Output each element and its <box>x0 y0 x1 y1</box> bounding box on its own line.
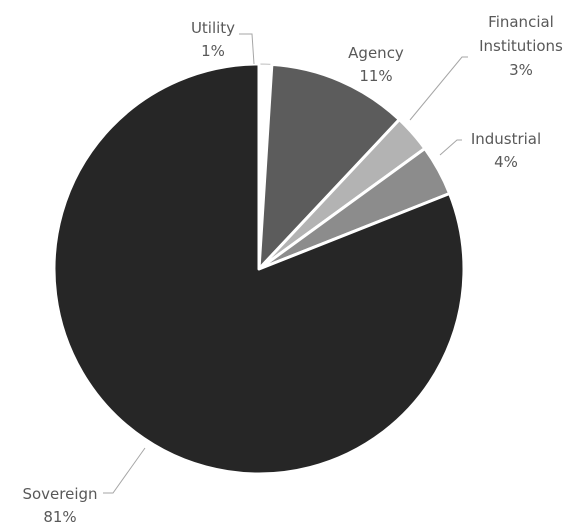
leader-industrial <box>439 139 462 156</box>
pct-financial: 3% <box>509 61 533 79</box>
label-industrial: Industrial <box>471 130 541 148</box>
pct-agency: 11% <box>359 67 392 85</box>
pie-slice-sovereign <box>52 62 466 476</box>
label-sovereign: Sovereign <box>22 485 97 503</box>
label-agency: Agency <box>348 44 404 62</box>
pct-industrial: 4% <box>494 153 518 171</box>
leader-financial <box>409 56 468 121</box>
slice-labels: Utility 1% Agency 11% Financial Institut… <box>22 13 563 526</box>
pct-utility: 1% <box>201 42 225 60</box>
leader-utility <box>239 33 255 65</box>
pie-slice-agency <box>257 62 401 271</box>
label-financial-line2: Institutions <box>479 37 563 55</box>
pct-sovereign: 81% <box>43 508 76 526</box>
label-utility: Utility <box>191 19 235 37</box>
label-financial-line1: Financial <box>488 13 554 31</box>
pie-slices <box>52 62 466 476</box>
leader-sovereign <box>103 447 146 494</box>
leader-lines <box>103 33 468 494</box>
